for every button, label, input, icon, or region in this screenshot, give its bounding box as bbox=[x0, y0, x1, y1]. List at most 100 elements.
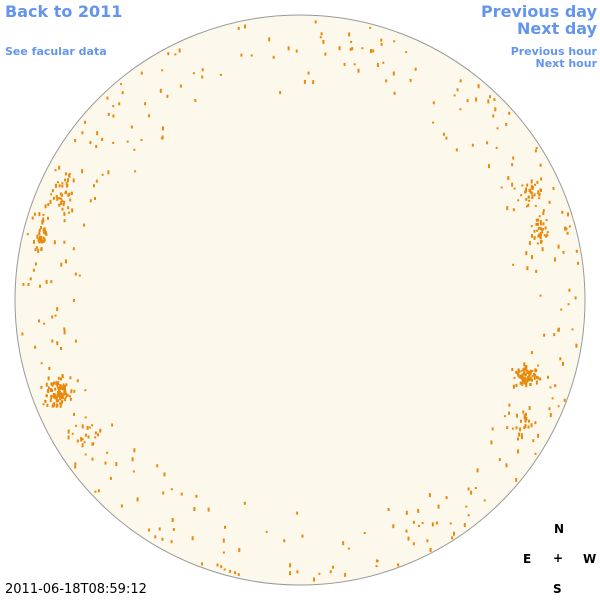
facula bbox=[536, 229, 539, 232]
facula bbox=[529, 377, 532, 381]
facula bbox=[72, 299, 75, 302]
facula bbox=[72, 247, 75, 251]
facula bbox=[296, 511, 299, 515]
facula bbox=[216, 563, 219, 567]
facula bbox=[55, 195, 58, 198]
facula bbox=[50, 382, 53, 386]
facula bbox=[222, 551, 225, 554]
facula bbox=[531, 375, 534, 378]
facula bbox=[54, 396, 57, 400]
facula bbox=[88, 426, 91, 429]
facula bbox=[49, 199, 52, 204]
facula bbox=[530, 351, 533, 355]
facula bbox=[417, 508, 420, 513]
compass-east: E bbox=[523, 552, 532, 566]
facula bbox=[527, 375, 530, 379]
facula bbox=[96, 131, 99, 136]
facula bbox=[44, 399, 47, 402]
previous-day-link[interactable]: Previous day bbox=[480, 2, 597, 21]
facula bbox=[519, 374, 522, 379]
facula bbox=[554, 257, 556, 262]
facula bbox=[61, 396, 64, 400]
facula bbox=[81, 438, 84, 441]
facula bbox=[52, 393, 55, 395]
facula bbox=[47, 216, 49, 220]
facula bbox=[541, 229, 544, 234]
facula bbox=[191, 536, 194, 541]
facula bbox=[32, 268, 35, 272]
facula bbox=[508, 411, 510, 415]
next-hour-link[interactable]: Next hour bbox=[535, 57, 598, 70]
facula bbox=[58, 390, 61, 394]
facula bbox=[59, 192, 62, 196]
facula bbox=[51, 389, 53, 393]
facula bbox=[56, 390, 59, 394]
facula bbox=[528, 373, 531, 378]
facula bbox=[520, 433, 523, 438]
facula bbox=[46, 403, 49, 407]
facula bbox=[526, 369, 529, 373]
facula bbox=[133, 148, 136, 151]
previous-hour-link[interactable]: Previous hour bbox=[510, 45, 597, 58]
facula bbox=[106, 451, 109, 454]
facula bbox=[393, 91, 396, 95]
facula bbox=[39, 284, 41, 288]
faculae bbox=[21, 20, 579, 582]
next-day-link[interactable]: Next day bbox=[517, 19, 597, 38]
facula bbox=[57, 399, 60, 403]
facula bbox=[522, 373, 525, 376]
facula bbox=[70, 389, 73, 394]
facula bbox=[63, 330, 66, 335]
facula bbox=[350, 41, 353, 43]
facula bbox=[515, 426, 518, 430]
facula bbox=[549, 386, 552, 389]
facula bbox=[53, 381, 56, 385]
facula bbox=[351, 47, 354, 51]
facula bbox=[51, 189, 54, 193]
facula bbox=[224, 525, 226, 529]
facula bbox=[95, 145, 98, 148]
facula bbox=[495, 146, 498, 149]
facula bbox=[192, 72, 195, 75]
facula bbox=[528, 199, 531, 202]
facula bbox=[287, 46, 290, 51]
facula bbox=[154, 535, 157, 539]
facula bbox=[62, 383, 65, 387]
facula bbox=[456, 88, 459, 92]
facula bbox=[45, 279, 48, 284]
facula bbox=[513, 187, 516, 190]
facula bbox=[148, 114, 150, 118]
facula bbox=[507, 176, 510, 181]
facula bbox=[393, 40, 396, 43]
facula bbox=[442, 132, 445, 136]
facula bbox=[107, 112, 110, 116]
back-link[interactable]: Back to 2011 bbox=[5, 2, 123, 21]
facula bbox=[81, 169, 84, 174]
facula bbox=[63, 240, 66, 244]
facula bbox=[453, 531, 455, 536]
facula bbox=[528, 188, 531, 192]
facula bbox=[289, 571, 291, 576]
facula bbox=[566, 231, 569, 235]
facula bbox=[526, 377, 529, 381]
facula bbox=[526, 205, 528, 208]
facula bbox=[537, 192, 539, 195]
facula bbox=[562, 361, 564, 366]
facula bbox=[324, 52, 327, 56]
facula bbox=[375, 565, 378, 568]
facula bbox=[557, 405, 560, 408]
facular-link[interactable]: See facular data bbox=[5, 45, 107, 58]
facula bbox=[250, 54, 253, 57]
facula bbox=[97, 489, 100, 493]
facula bbox=[437, 504, 440, 509]
facula bbox=[84, 453, 87, 456]
facula bbox=[539, 163, 542, 167]
facula bbox=[534, 183, 536, 186]
facula bbox=[64, 398, 67, 402]
facula bbox=[496, 127, 499, 130]
facula bbox=[525, 187, 528, 191]
facula bbox=[163, 472, 166, 477]
facula bbox=[515, 384, 518, 388]
facula bbox=[477, 84, 480, 89]
facula bbox=[42, 217, 45, 222]
